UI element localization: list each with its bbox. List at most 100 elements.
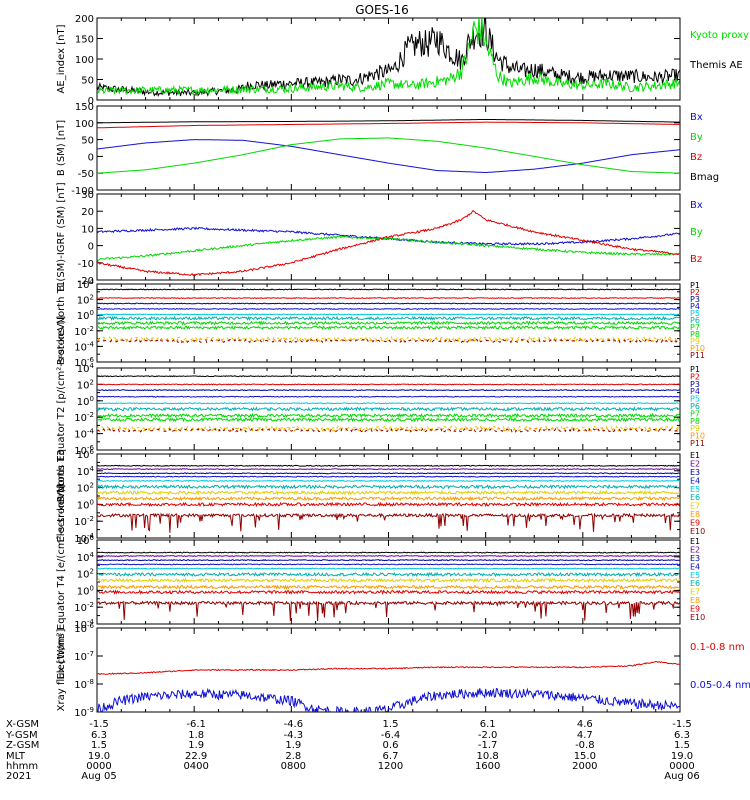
y-axis-label: Xray flux [W/m²] bbox=[56, 629, 67, 712]
axis-value: -1.5 bbox=[89, 719, 109, 730]
axis-value: 1.5 bbox=[91, 740, 107, 751]
series-p6 bbox=[97, 315, 680, 321]
y-tick-label: 10-2 bbox=[74, 601, 94, 614]
series-bz bbox=[97, 121, 680, 129]
plot-area bbox=[97, 118, 680, 174]
series-e3 bbox=[97, 559, 680, 562]
y-tick-label: 10-8 bbox=[74, 678, 94, 691]
series-e4 bbox=[97, 475, 680, 478]
legend-item: P3 bbox=[690, 295, 700, 304]
axis-value: Aug 05 bbox=[81, 771, 116, 782]
series-bz bbox=[97, 209, 680, 277]
series-by bbox=[97, 235, 680, 261]
axis-value: 1600 bbox=[475, 761, 500, 772]
axis-value: 4.6 bbox=[577, 719, 593, 730]
series-0-05-0-4-nm bbox=[97, 687, 680, 712]
legend-item: E2 bbox=[690, 545, 700, 554]
series-e6 bbox=[97, 571, 680, 578]
y-tick-label: 50 bbox=[81, 136, 94, 147]
axis-value: Aug 06 bbox=[664, 771, 699, 782]
y-tick-label: -50 bbox=[78, 169, 94, 180]
axis-value: 1.9 bbox=[188, 740, 204, 751]
y-tick-label: 0 bbox=[88, 96, 94, 107]
panel-5: 104 102 100 10-2 10-4 10-6 Protons Equator T2 … bbox=[56, 316, 705, 503]
axis-value: 0400 bbox=[183, 761, 208, 772]
axis-value: -4.6 bbox=[284, 719, 304, 730]
y-tick-label: -10 bbox=[78, 259, 94, 270]
axis-value: 1200 bbox=[378, 761, 403, 772]
series-e7 bbox=[97, 577, 680, 584]
y-axis-label: B (SM) [nT] bbox=[56, 120, 67, 176]
legend-item: E6 bbox=[690, 579, 700, 588]
legend-item: P2 bbox=[690, 288, 700, 297]
y-axis-label: B (SM)-IGRF (SM) [nT] bbox=[56, 182, 67, 291]
y-tick-label: 0 bbox=[88, 152, 94, 163]
axis-value: 19.0 bbox=[671, 751, 693, 762]
legend-item: E8 bbox=[690, 510, 700, 519]
series-e8 bbox=[97, 495, 680, 502]
x-axis-table: X-GSMY-GSMZ-GSMMLThhmm2021-1.56.31.519.0… bbox=[5, 719, 700, 782]
row-label: X-GSM bbox=[6, 719, 39, 730]
axis-value: 6.7 bbox=[383, 751, 399, 762]
y-tick-label: 102 bbox=[77, 294, 94, 307]
legend-item: P4 bbox=[690, 387, 700, 396]
legend-item: Bz bbox=[690, 254, 702, 265]
series-p11 bbox=[97, 338, 680, 344]
panel-frame bbox=[96, 627, 681, 713]
y-tick-label: 30 bbox=[81, 190, 94, 201]
plot-area bbox=[97, 288, 680, 344]
legend-item: P6 bbox=[690, 316, 700, 325]
legend-item: Bx bbox=[690, 112, 703, 123]
axis-value: 6.1 bbox=[480, 719, 496, 730]
legend-item: P1 bbox=[690, 281, 700, 290]
y-tick-label: 100 bbox=[77, 584, 94, 597]
axis-value: 0000 bbox=[669, 761, 694, 772]
y-tick-label: 100 bbox=[77, 498, 94, 511]
row-label: Y-GSM bbox=[5, 730, 38, 741]
panel-1: 0 50 100 150 200 AE_index [nT] Kyoto proxy AE T… bbox=[56, 14, 750, 107]
y-tick-label: 0 bbox=[88, 242, 94, 253]
axis-value: 15.0 bbox=[574, 751, 596, 762]
series-p8 bbox=[97, 325, 680, 331]
plot-area bbox=[97, 18, 680, 98]
axis-value: 2000 bbox=[572, 761, 597, 772]
y-tick-label: 10-6 bbox=[74, 622, 94, 635]
axis-value: -1.7 bbox=[478, 740, 498, 751]
axis-value: -6.4 bbox=[381, 730, 401, 741]
axis-value: 0.6 bbox=[383, 740, 399, 751]
y-axis-label: Electrons Equator T4 [e/(cm²-s-sr-keV)] bbox=[56, 484, 67, 679]
series-p9 bbox=[97, 335, 680, 342]
y-tick-label: 106 bbox=[77, 448, 95, 461]
panel-6: 106 104 102 100 10-2 10-4 Electrons North T3 E1… bbox=[56, 448, 705, 545]
series-e9 bbox=[97, 589, 680, 596]
figure-title: GOES-16 bbox=[355, 3, 409, 17]
series-p5 bbox=[97, 402, 680, 405]
series-e1 bbox=[97, 464, 680, 467]
legend-item: E5 bbox=[690, 485, 700, 494]
plot-area bbox=[97, 551, 680, 622]
y-tick-label: 10 bbox=[81, 224, 94, 235]
axis-value: -2.0 bbox=[478, 730, 498, 741]
y-tick-label: 200 bbox=[75, 14, 94, 25]
legend-item: P8 bbox=[690, 330, 700, 339]
series-p1 bbox=[97, 288, 680, 291]
legend-item: P7 bbox=[690, 409, 700, 418]
axis-value: 1.5 bbox=[674, 740, 690, 751]
y-tick-label: 10-4 bbox=[74, 618, 94, 631]
y-tick-label: 104 bbox=[77, 278, 95, 291]
series-e1 bbox=[97, 551, 680, 554]
series-p5 bbox=[97, 313, 680, 316]
series-p10 bbox=[97, 337, 680, 343]
legend-item: P3 bbox=[690, 380, 700, 389]
series-e4 bbox=[97, 563, 680, 566]
y-tick-label: 150 bbox=[75, 102, 94, 113]
legend-item: P11 bbox=[690, 351, 705, 360]
y-tick-label: 102 bbox=[77, 482, 94, 495]
legend-item: E4 bbox=[690, 476, 700, 485]
legend-item: Themis AE bbox=[689, 60, 743, 71]
y-tick-label: 104 bbox=[77, 465, 95, 478]
legend-item: E3 bbox=[690, 554, 700, 563]
panel-2: -100 -50 0 50 100 150 B (SM) [nT] Bx By Bz Bmag bbox=[56, 102, 719, 197]
